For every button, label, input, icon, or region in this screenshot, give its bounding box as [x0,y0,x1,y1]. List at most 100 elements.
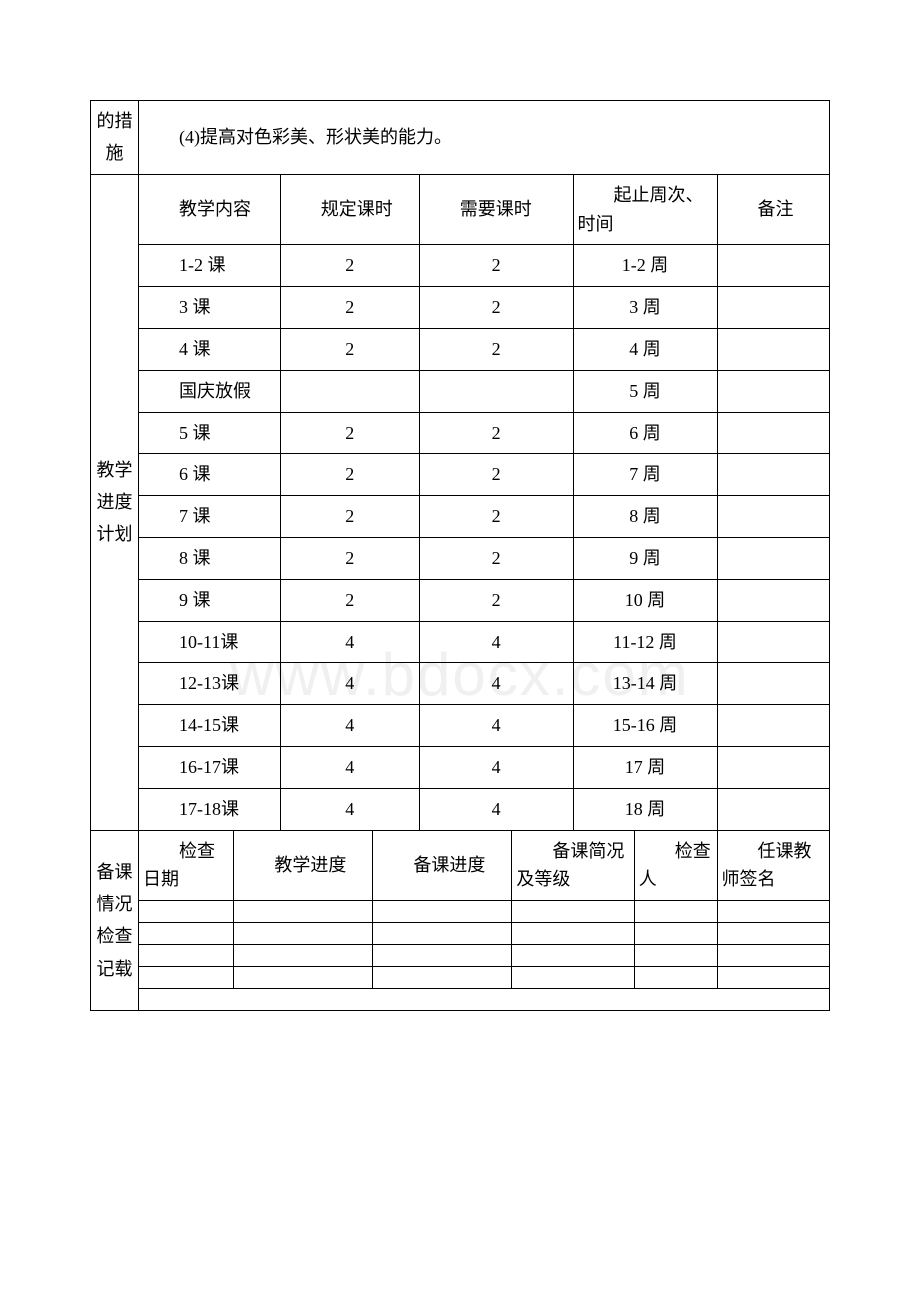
cell-assigned: 2 [280,496,419,538]
cell-period: 3 周 [573,287,717,329]
cell-assigned: 2 [280,412,419,454]
cell-content: 10-11课 [139,621,281,663]
cell-required: 4 [419,705,573,747]
cell-period: 15-16 周 [573,705,717,747]
inspection-section-header: 备课情况检查记载 [91,830,139,1011]
table-row: 1-2 课 2 2 1-2 周 [91,245,830,287]
table-row [91,901,830,923]
cell-assigned: 2 [280,328,419,370]
table-row: 5 课 2 2 6 周 [91,412,830,454]
cell-required: 2 [419,454,573,496]
cell-remark [717,537,830,579]
cell [234,945,373,967]
table-row: 8 课 2 2 9 周 [91,537,830,579]
col-period: 起止周次、时间 [573,174,717,245]
cell [234,901,373,923]
main-table: 的措施 (4)提高对色彩美、形状美的能力。 教学进度计划 教学内容 规定课时 需… [90,100,830,1011]
cell-required: 2 [419,412,573,454]
table-row: 17-18课 4 4 18 周 [91,788,830,830]
cell-content: 5 课 [139,412,281,454]
cell-content: 1-2 课 [139,245,281,287]
cell [139,989,830,1011]
cell-content: 4 课 [139,328,281,370]
cell-remark [717,621,830,663]
cell-required [419,370,573,412]
table-row: 9 课 2 2 10 周 [91,579,830,621]
table-row [91,923,830,945]
table-row: 3 课 2 2 3 周 [91,287,830,329]
cell-remark [717,705,830,747]
cell [373,923,512,945]
cell-assigned: 4 [280,788,419,830]
table-row: 7 课 2 2 8 周 [91,496,830,538]
cell [139,923,234,945]
cell-remark [717,579,830,621]
cell-remark [717,370,830,412]
cell-required: 2 [419,245,573,287]
cell-content: 17-18课 [139,788,281,830]
cell-remark [717,412,830,454]
cell-remark [717,746,830,788]
schedule-section-header: 教学进度计划 [91,174,139,830]
cell [634,923,717,945]
cell-assigned: 2 [280,454,419,496]
col-remark: 备注 [717,174,830,245]
cell-period: 13-14 周 [573,663,717,705]
cell-content: 12-13课 [139,663,281,705]
measures-content: (4)提高对色彩美、形状美的能力。 [139,101,830,175]
cell-period: 11-12 周 [573,621,717,663]
cell-assigned: 2 [280,245,419,287]
cell-required: 4 [419,788,573,830]
cell [634,967,717,989]
schedule-header-row: 教学进度计划 教学内容 规定课时 需要课时 起止周次、时间 备注 [91,174,830,245]
cell-required: 2 [419,287,573,329]
cell-remark [717,454,830,496]
col-content: 教学内容 [139,174,281,245]
cell [373,967,512,989]
cell-remark [717,663,830,705]
cell [717,967,830,989]
cell-required: 2 [419,496,573,538]
col-teach-progress: 教学进度 [234,830,373,901]
cell-period: 18 周 [573,788,717,830]
cell [512,967,634,989]
cell [139,967,234,989]
cell-content: 6 课 [139,454,281,496]
cell-required: 2 [419,328,573,370]
measures-header: 的措施 [91,101,139,175]
table-row: 国庆放假 5 周 [91,370,830,412]
cell-content: 7 课 [139,496,281,538]
cell-assigned [280,370,419,412]
cell-period: 17 周 [573,746,717,788]
cell [717,901,830,923]
col-date: 检查日期 [139,830,234,901]
cell [139,901,234,923]
cell-required: 4 [419,663,573,705]
inspection-header-row: 备课情况检查记载 检查日期 教学进度 备课进度 备课简况及等级 检查人 任课教师… [91,830,830,901]
col-prep-summary: 备课简况及等级 [512,830,634,901]
table-row: 10-11课 4 4 11-12 周 [91,621,830,663]
cell-remark [717,328,830,370]
cell-assigned: 2 [280,579,419,621]
cell-period: 5 周 [573,370,717,412]
cell-remark [717,245,830,287]
cell [512,923,634,945]
col-prep-progress: 备课进度 [373,830,512,901]
cell-required: 4 [419,621,573,663]
cell-required: 2 [419,537,573,579]
cell-content: 9 课 [139,579,281,621]
cell-assigned: 4 [280,705,419,747]
cell [139,945,234,967]
cell [634,945,717,967]
cell [234,923,373,945]
table-row: 6 课 2 2 7 周 [91,454,830,496]
cell-period: 6 周 [573,412,717,454]
cell-remark [717,788,830,830]
table-row: 12-13课 4 4 13-14 周 [91,663,830,705]
col-required: 需要课时 [419,174,573,245]
cell-required: 2 [419,579,573,621]
cell [717,945,830,967]
col-teacher-sign: 任课教师签名 [717,830,830,901]
table-row: 16-17课 4 4 17 周 [91,746,830,788]
cell-remark [717,496,830,538]
